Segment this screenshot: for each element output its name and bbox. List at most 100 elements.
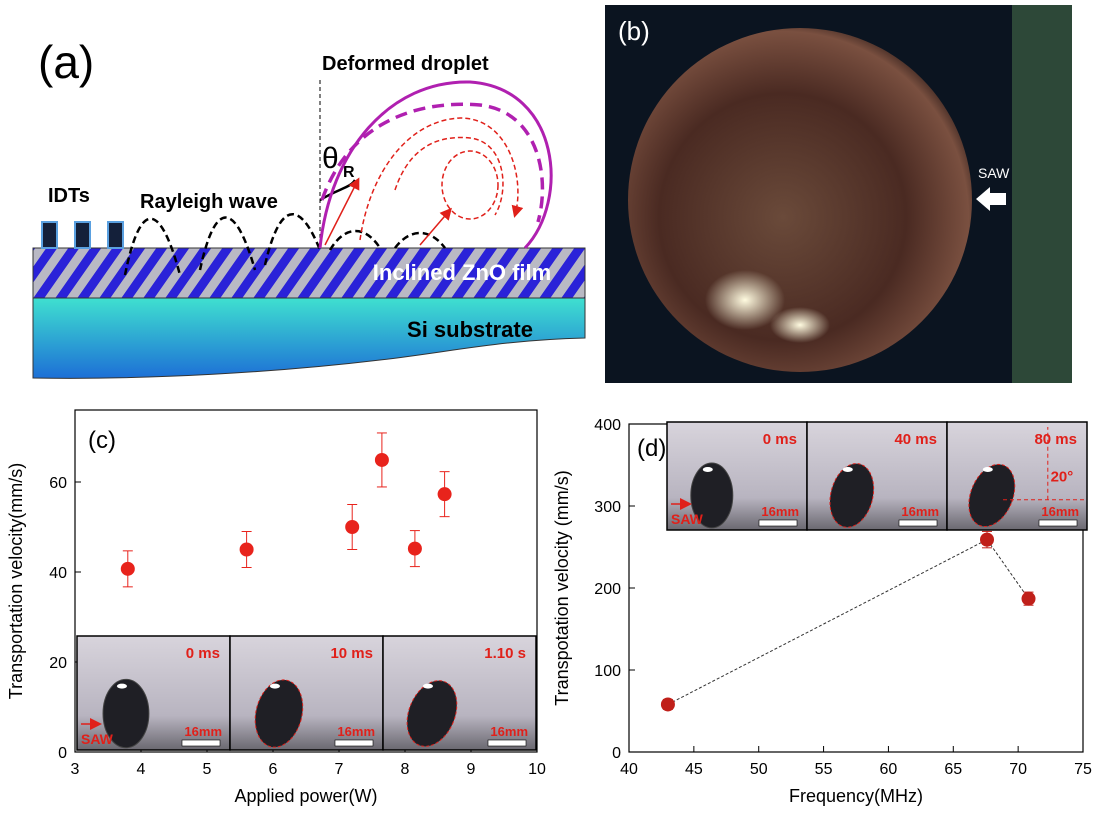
y-tick-label: 0 (612, 745, 621, 762)
scale-bar (1038, 519, 1078, 527)
point (437, 487, 452, 502)
inset-photo (666, 421, 808, 531)
inset-scale: 16mm (184, 724, 222, 739)
x-tick-label: 10 (528, 761, 546, 778)
panel-label: (a) (38, 36, 94, 88)
y-axis-label: Transportation velocity(mm/s) (6, 463, 26, 699)
x-tick-label: 9 (467, 761, 476, 778)
connector (667, 538, 1029, 705)
point (239, 542, 254, 557)
panel-label: (c) (88, 427, 116, 454)
substrate-label: Si substrate (407, 317, 533, 342)
inset-droplet (690, 462, 734, 529)
chart: 3 4 5 6 7 8 9 10 0 20 40 60 0 ms 16mm SAW 10 ms 16mm 1.10… (6, 409, 546, 806)
inset-time: 0 ms (186, 645, 220, 662)
inset-glint (982, 467, 993, 473)
film-label: Inclined ZnO film (373, 260, 551, 285)
wave-label: Rayleigh wave (140, 191, 278, 213)
x-tick-label: 8 (401, 761, 410, 778)
scale-bar (334, 739, 374, 747)
y-tick-label: 100 (594, 663, 621, 680)
droplet-original (320, 102, 545, 223)
x-tick-label: 7 (335, 761, 344, 778)
panel-a: (a) Si substrate Inclined ZnO film IDTs … (32, 36, 586, 379)
inset-scale: 16mm (901, 504, 939, 519)
scale-bar (487, 739, 527, 747)
y-axis-label: Transpotation velocity (mm/s) (552, 470, 572, 705)
electrode (1012, 5, 1072, 383)
substrate (32, 297, 586, 379)
inset-droplet (254, 679, 304, 748)
point (980, 532, 995, 547)
inset-glint (422, 683, 433, 689)
x-tick-label: 45 (685, 761, 703, 778)
droplet-label: Deformed droplet (322, 53, 489, 75)
y-tick-label: 40 (49, 565, 67, 582)
scale-bar (758, 519, 798, 527)
x-tick-label: 3 (71, 761, 80, 778)
inset-angle-label: 20° (1051, 468, 1074, 485)
inset-photo (229, 635, 384, 751)
x-tick-label: 6 (269, 761, 278, 778)
panel-label: (b) (618, 16, 650, 46)
inset-droplet (102, 678, 150, 749)
x-tick-label: 40 (620, 761, 638, 778)
inset-glint (702, 467, 713, 473)
point (660, 697, 675, 712)
inset-scale: 16mm (1041, 504, 1079, 519)
inset-droplet (968, 463, 1016, 527)
panel-b: (b) SAW (605, 5, 1072, 383)
panel-label: (d) (637, 435, 666, 462)
flow (324, 117, 524, 246)
x-axis-label: Applied power(W) (234, 786, 377, 806)
inset-photo (76, 635, 231, 751)
inset-glint (269, 683, 280, 689)
arrow-label: SAW (978, 165, 1010, 181)
x-tick-label: 60 (880, 761, 898, 778)
point (1021, 591, 1036, 606)
inset-droplet (829, 463, 875, 528)
idts (41, 221, 124, 249)
x-tick-label: 5 (203, 761, 212, 778)
scale-bar (898, 519, 938, 527)
point (374, 452, 389, 467)
inset-scale: 16mm (337, 724, 375, 739)
inset-photo (806, 421, 948, 531)
inset-time: 80 ms (1034, 431, 1077, 448)
y-tick-label: 60 (49, 475, 67, 492)
inset-arrow-label: SAW (671, 511, 704, 527)
scale-bar (181, 739, 221, 747)
inset-time: 0 ms (763, 431, 797, 448)
arrow (976, 187, 1006, 211)
angle-symbol: θ (322, 142, 339, 175)
y-tick-label: 300 (594, 499, 621, 516)
x-axis-label: Frequency(MHz) (789, 786, 923, 806)
x-tick-label: 65 (944, 761, 962, 778)
wave (123, 213, 446, 276)
y-tick-label: 400 (594, 417, 621, 434)
inset-time: 10 ms (330, 645, 373, 662)
y-tick-label: 0 (58, 745, 67, 762)
y-tick-label: 200 (594, 581, 621, 598)
point (407, 541, 422, 556)
angle-subscript: R (343, 164, 355, 181)
point (120, 561, 135, 576)
inset-droplet (406, 680, 458, 747)
idt-label: IDTs (48, 185, 90, 207)
chart: 40 45 50 55 60 65 70 75 0 100 200 300 400 0 ms 16mm SAW… (552, 417, 1092, 806)
inset-glint (842, 467, 853, 473)
y-tick-label: 20 (49, 655, 67, 672)
x-tick-label: 50 (750, 761, 768, 778)
inset-scale: 16mm (490, 724, 528, 739)
x-tick-label: 55 (815, 761, 833, 778)
inset-scale: 16mm (761, 504, 799, 519)
inset-time: 1.10 s (484, 645, 526, 662)
highlight (705, 270, 785, 330)
inset-glint (116, 683, 127, 689)
inset-time: 40 ms (894, 431, 937, 448)
x-tick-label: 4 (137, 761, 146, 778)
film (32, 247, 586, 299)
inset-arrow-label: SAW (81, 731, 114, 747)
